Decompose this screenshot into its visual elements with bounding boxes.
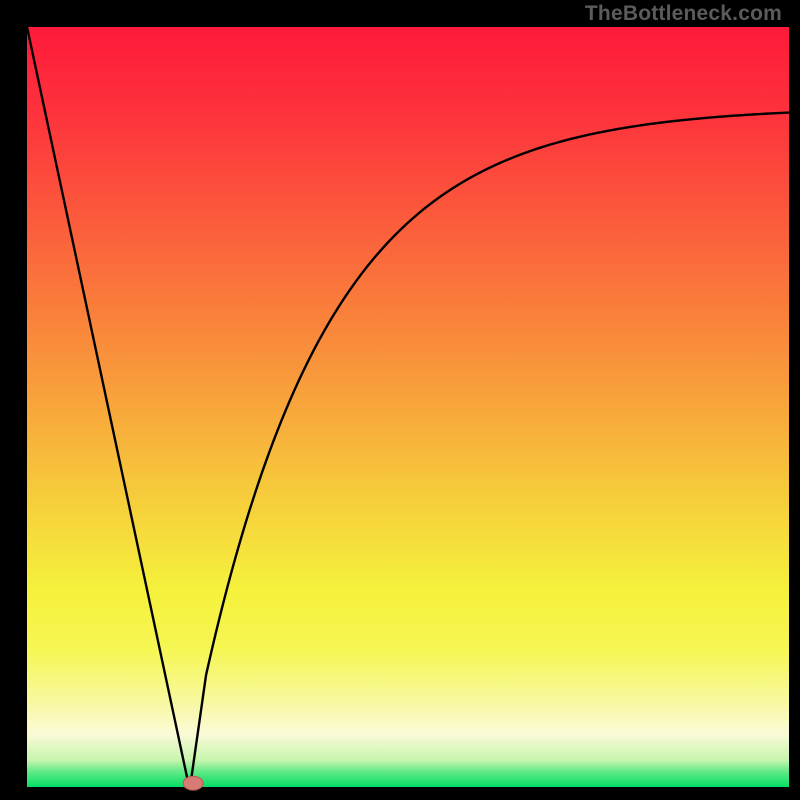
optimal-point-marker [183, 776, 203, 790]
chart-svg [0, 0, 800, 800]
plot-background [27, 27, 789, 787]
watermark-text: TheBottleneck.com [585, 2, 782, 26]
